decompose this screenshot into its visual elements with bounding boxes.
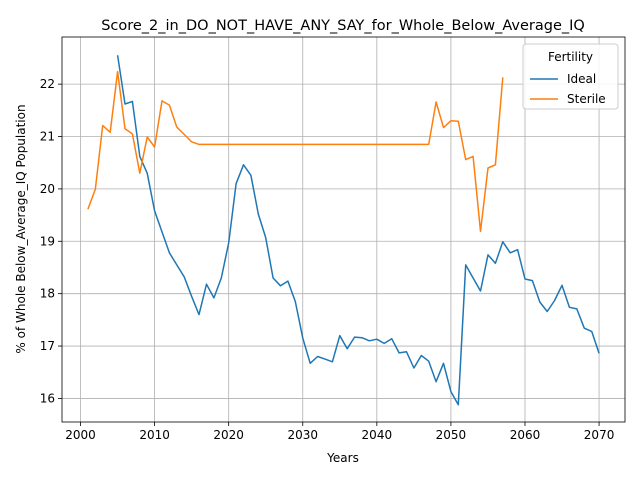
x-axis: 2000 2010 2020 2030 2040 2050 2060 2070 bbox=[65, 422, 614, 442]
y-tick-label: 16 bbox=[40, 391, 55, 405]
series-line-sterile bbox=[87, 70, 504, 233]
chart-title: Score_2_in_DO_NOT_HAVE_ANY_SAY_for_Whole… bbox=[101, 18, 585, 34]
series-line-ideal bbox=[116, 55, 600, 406]
y-axis-label: % of Whole Below_Average_IQ Population bbox=[14, 104, 28, 353]
series-lines bbox=[87, 55, 600, 406]
x-tick-label: 2010 bbox=[139, 428, 170, 442]
y-tick-label: 19 bbox=[40, 234, 55, 248]
y-axis: 16 17 18 19 20 21 22 bbox=[40, 77, 62, 405]
legend-entries: Ideal Sterile bbox=[530, 72, 606, 106]
x-tick-label: 2020 bbox=[213, 428, 244, 442]
legend: Fertility Ideal Sterile bbox=[522, 43, 619, 110]
legend-title: Fertility bbox=[548, 50, 593, 64]
x-tick-label: 2030 bbox=[287, 428, 318, 442]
y-tick-label: 20 bbox=[40, 182, 55, 196]
y-tick-label: 21 bbox=[40, 130, 55, 144]
y-tick-label: 17 bbox=[40, 339, 55, 353]
y-tick-label: 18 bbox=[40, 287, 55, 301]
x-tick-label: 2050 bbox=[436, 428, 467, 442]
legend-box bbox=[522, 43, 619, 110]
x-tick-label: 2070 bbox=[584, 428, 615, 442]
x-tick-label: 2040 bbox=[362, 428, 393, 442]
x-tick-label: 2060 bbox=[510, 428, 541, 442]
plot-frame bbox=[61, 36, 626, 423]
y-tick-label: 22 bbox=[40, 77, 55, 91]
legend-label-ideal: Ideal bbox=[567, 72, 596, 86]
x-tick-label: 2000 bbox=[65, 428, 96, 442]
legend-label-sterile: Sterile bbox=[567, 92, 606, 106]
x-axis-label: Years bbox=[326, 451, 359, 465]
